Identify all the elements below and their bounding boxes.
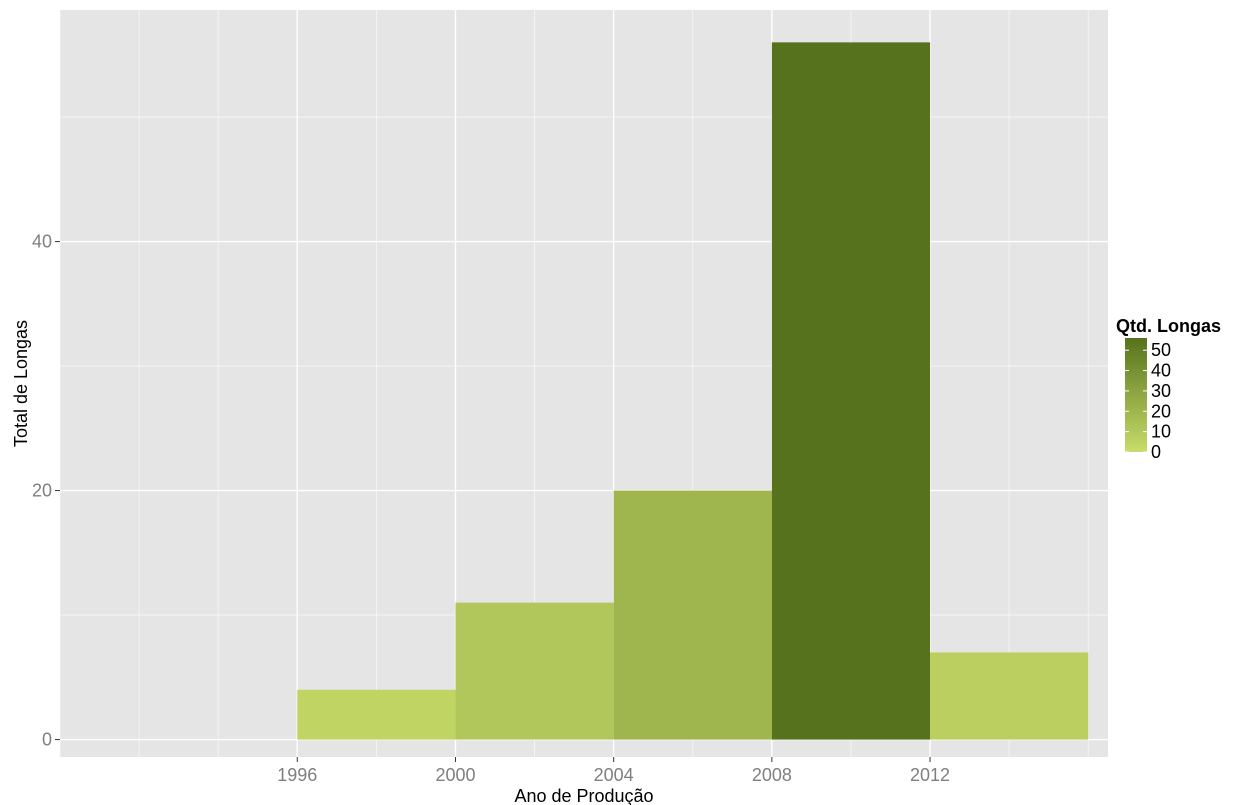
x-tick-label: 2000 <box>435 765 475 785</box>
histogram-bar <box>455 602 614 740</box>
x-tick-label: 2008 <box>752 765 792 785</box>
y-tick-label: 20 <box>32 481 52 501</box>
histogram-bar <box>613 490 772 740</box>
histogram-bar <box>771 42 931 740</box>
bars <box>297 42 1089 740</box>
x-axis-ticks: 1996 2000 2004 2008 2012 <box>277 757 950 785</box>
legend-colorbar <box>1125 338 1147 452</box>
histogram-bar <box>930 652 1089 740</box>
legend-title: Qtd. Longas <box>1116 316 1221 336</box>
y-axis-title: Total de Longas <box>11 320 31 447</box>
legend-tick-label: 20 <box>1151 401 1171 421</box>
histogram-bar <box>297 689 456 740</box>
y-axis-ticks: 0 20 40 <box>32 232 60 750</box>
x-tick-label: 2012 <box>910 765 950 785</box>
y-tick-label: 40 <box>32 232 52 252</box>
y-tick-label: 0 <box>42 730 52 750</box>
legend-tick-label: 10 <box>1151 422 1171 442</box>
x-axis-title: Ano de Produção <box>514 786 653 805</box>
legend-tick-label: 40 <box>1151 361 1171 381</box>
x-tick-label: 1996 <box>277 765 317 785</box>
x-tick-label: 2004 <box>594 765 634 785</box>
legend-tick-label: 50 <box>1151 340 1171 360</box>
legend-tick-label: 30 <box>1151 381 1171 401</box>
legend-tick-label: 0 <box>1151 442 1161 462</box>
